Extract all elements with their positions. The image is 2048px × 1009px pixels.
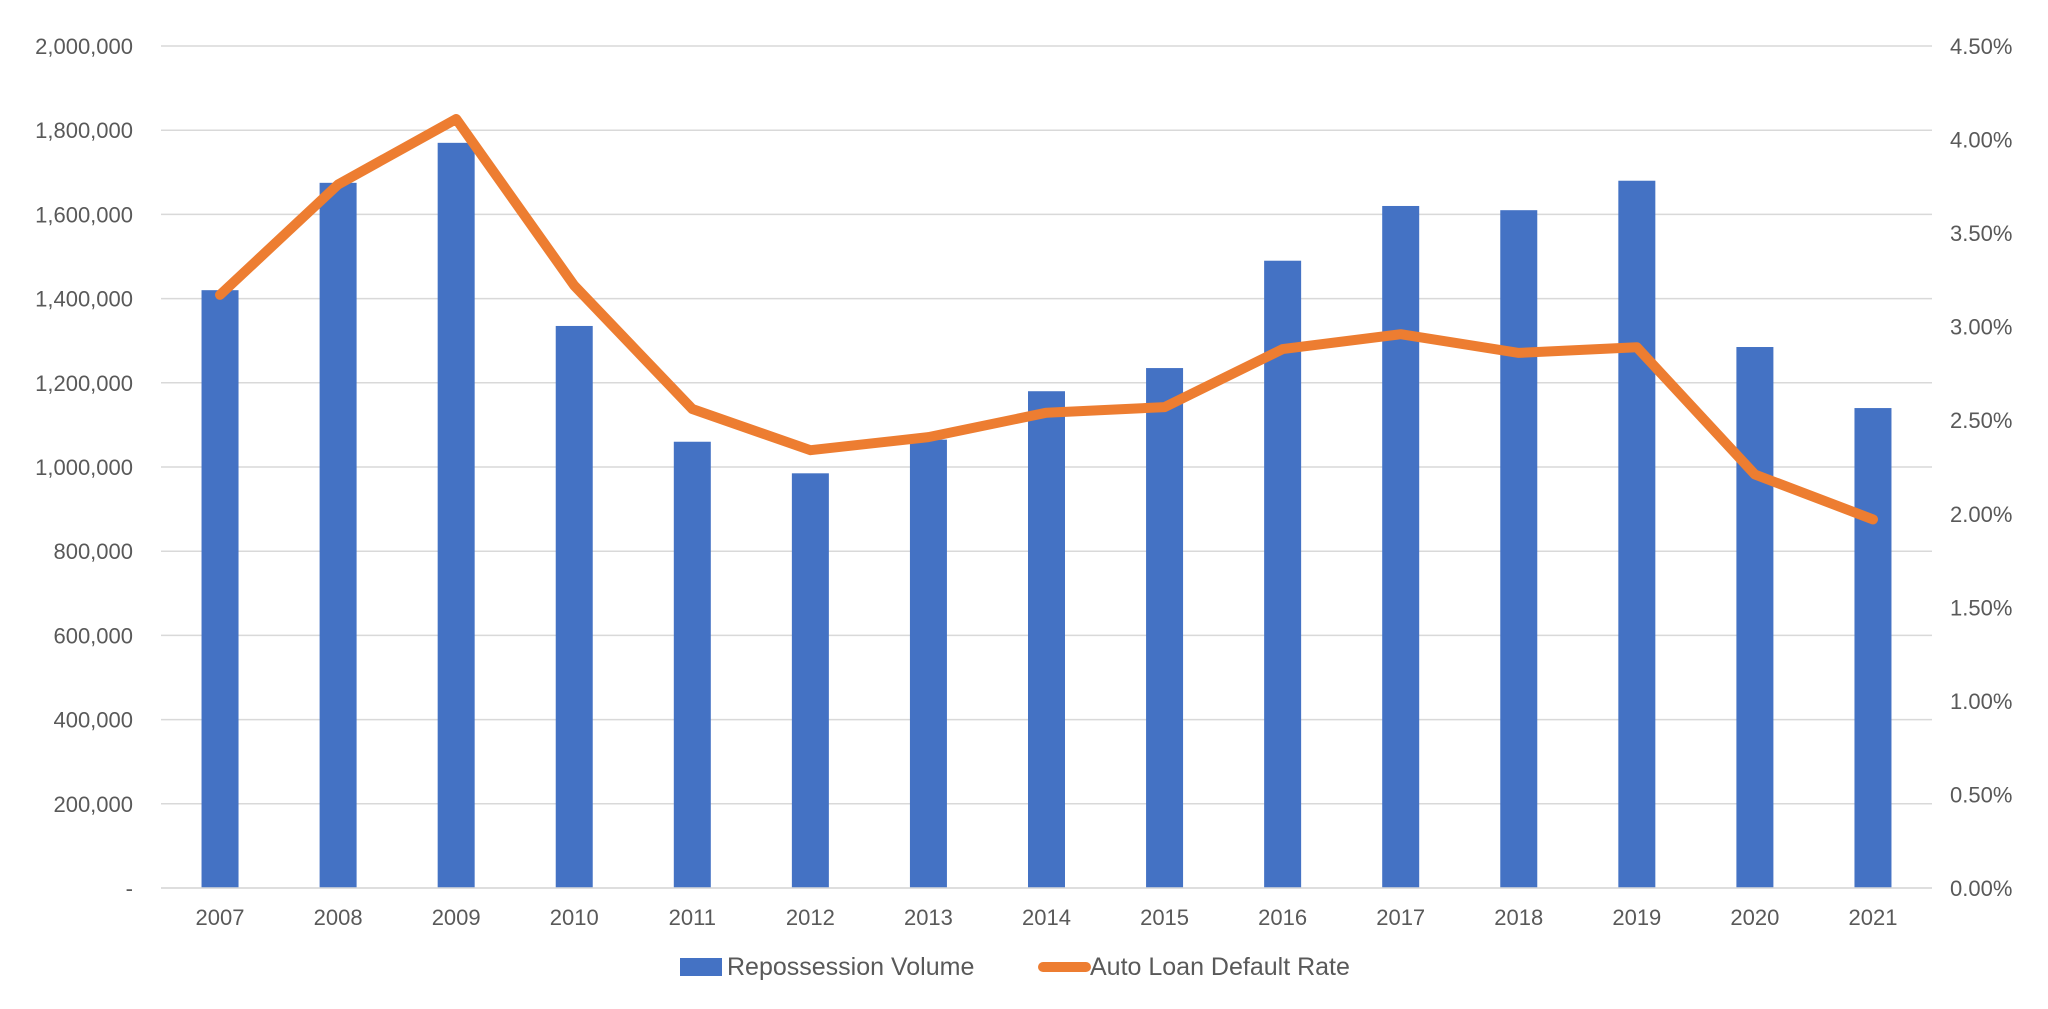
right-tick-label: 1.50%: [1950, 595, 2012, 620]
left-axis-ticks: - 200,000 400,000 600,000 800,000 1,000,000 1,…: [35, 34, 133, 901]
left-tick-label: 1,800,000: [35, 118, 133, 143]
right-tick-label: 4.00%: [1950, 128, 2012, 153]
left-tick-label: -: [126, 876, 133, 901]
line-point-2010: [573, 284, 576, 287]
left-tick-label: 200,000: [53, 792, 133, 817]
x-tick-label: 2011: [669, 905, 716, 930]
left-tick-label: 600,000: [53, 623, 133, 648]
right-tick-label: 2.50%: [1950, 408, 2012, 433]
legend: Repossession Volume Auto Loan Default Ra…: [680, 953, 1350, 981]
bar-2013: [909, 439, 947, 888]
bar-2018: [1500, 210, 1538, 888]
bar-2009: [437, 142, 475, 888]
right-tick-label: 0.00%: [1950, 876, 2012, 901]
line-point-2011: [691, 407, 694, 410]
line-point-2020: [1753, 473, 1756, 476]
line-point-2009: [455, 117, 458, 120]
line-point-2007: [219, 293, 222, 296]
line-point-2014: [1045, 411, 1048, 414]
bar-2017: [1382, 205, 1420, 889]
line-point-2016: [1281, 348, 1284, 351]
line-point-2018: [1517, 351, 1520, 354]
bar-2021: [1854, 408, 1892, 888]
line-point-2019: [1635, 346, 1638, 349]
right-tick-label: 3.50%: [1950, 221, 2012, 246]
x-tick-label: 2019: [1612, 905, 1661, 930]
line-point-2017: [1399, 333, 1402, 336]
x-tick-label: 2013: [904, 905, 953, 930]
bar-2011: [673, 441, 711, 888]
bar-2008: [319, 182, 357, 888]
bar-2014: [1028, 391, 1065, 888]
x-tick-label: 2021: [1848, 905, 1897, 930]
right-tick-label: 0.50%: [1950, 782, 2012, 807]
x-tick-label: 2012: [786, 905, 835, 930]
bar-2016: [1264, 260, 1302, 889]
x-tick-label: 2014: [1022, 905, 1071, 930]
legend-swatch-repossession-volume: [680, 958, 722, 976]
legend-label-repossession-volume: Repossession Volume: [727, 953, 974, 981]
right-axis-ticks: 0.00% 0.50% 1.00% 1.50% 2.00% 2.50% 3.00% 3.50%…: [1950, 34, 2012, 901]
right-tick-label: 2.00%: [1950, 502, 2012, 527]
left-tick-label: 1,000,000: [35, 455, 133, 480]
x-tick-label: 2018: [1494, 905, 1543, 930]
x-tick-label: 2016: [1258, 905, 1307, 930]
left-tick-label: 2,000,000: [35, 34, 133, 59]
x-tick-label: 2010: [550, 905, 599, 930]
x-tick-label: 2008: [314, 905, 363, 930]
left-tick-label: 1,600,000: [35, 202, 133, 227]
bar-2007: [201, 290, 239, 888]
bar-2015: [1146, 368, 1184, 888]
bar-series: [161, 142, 1932, 889]
left-tick-label: 1,400,000: [35, 287, 133, 312]
right-tick-label: 1.00%: [1950, 689, 2012, 714]
line-point-2015: [1163, 406, 1166, 409]
line-point-2008: [337, 183, 340, 186]
right-tick-label: 4.50%: [1950, 34, 2012, 59]
x-tick-label: 2020: [1730, 905, 1779, 930]
left-tick-label: 800,000: [53, 539, 133, 564]
x-axis-ticks: 2007 2008 2009 2010 2011 2012 2013 2014 2015 2016…: [196, 905, 1898, 930]
left-tick-label: 1,200,000: [35, 371, 133, 396]
line-point-2013: [927, 436, 930, 439]
bar-2012: [791, 473, 829, 888]
line-series: [215, 114, 1878, 525]
bar-2019: [1618, 180, 1656, 889]
legend-label-auto-loan-default-rate: Auto Loan Default Rate: [1090, 953, 1350, 981]
x-tick-label: 2007: [196, 905, 245, 930]
x-tick-label: 2015: [1140, 905, 1189, 930]
line-point-2021: [1871, 518, 1874, 521]
x-tick-label: 2009: [432, 905, 481, 930]
bar-2010: [555, 325, 593, 889]
right-tick-label: 3.00%: [1950, 315, 2012, 340]
x-tick-label: 2017: [1376, 905, 1425, 930]
line-point-2012: [809, 449, 812, 452]
bar-2020: [1736, 347, 1774, 888]
left-tick-label: 400,000: [53, 708, 133, 733]
